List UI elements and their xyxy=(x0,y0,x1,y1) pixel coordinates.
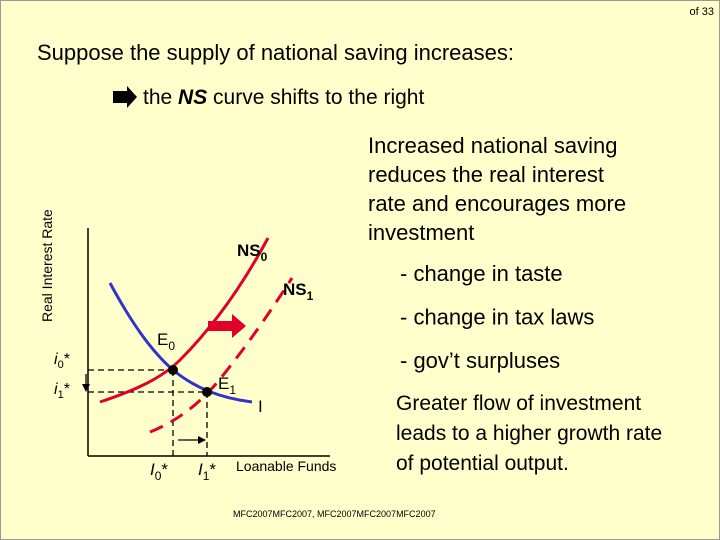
label-star: * xyxy=(64,381,70,398)
label-base: i xyxy=(54,381,58,398)
causes: - change in taste - change in tax laws - g… xyxy=(400,261,594,373)
label-base: i xyxy=(54,351,58,368)
label-base: NS xyxy=(283,280,307,299)
label-base: E xyxy=(218,374,229,393)
conclusion-line: leads to a higher growth rate xyxy=(396,422,662,445)
label-sub: 0 xyxy=(58,359,64,371)
label-star: * xyxy=(161,460,168,479)
page-number: of 33 xyxy=(690,6,714,18)
explanation-line: reduces the real interest xyxy=(368,162,604,187)
label-star: * xyxy=(209,460,216,479)
explanation: Increased national saving reduces the rea… xyxy=(368,133,626,245)
e1-label: E1 xyxy=(218,374,236,397)
label-star: * xyxy=(64,351,70,368)
e0-label: E0 xyxy=(157,330,175,353)
label-sub: 0 xyxy=(261,250,268,264)
label-sub: 1 xyxy=(229,383,236,397)
x-axis-label: Loanable Funds xyxy=(236,458,336,474)
cause-item: - change in taste xyxy=(400,261,563,286)
conclusion-line: of potential output. xyxy=(396,452,569,475)
label-sub: 1 xyxy=(203,469,210,483)
label-sub: 0 xyxy=(168,339,175,353)
label-base: NS xyxy=(237,241,261,260)
arrow-icon xyxy=(113,86,137,108)
I0-label: I0* xyxy=(150,460,168,483)
explanation-line: Increased national saving xyxy=(368,133,618,158)
label-sub: 1 xyxy=(307,289,314,303)
cause-item: - gov’t surpluses xyxy=(400,348,560,373)
subtitle-emphasis: NS xyxy=(178,86,207,109)
cause-item: - change in tax laws xyxy=(400,305,594,330)
label-sub: 0 xyxy=(155,469,162,483)
subtitle-prefix: the xyxy=(143,86,178,109)
i1-label: i1* xyxy=(54,381,70,401)
label-base: I xyxy=(150,460,155,479)
ns0-curve xyxy=(99,237,270,404)
label-base: I xyxy=(198,460,203,479)
label-base: E xyxy=(157,330,168,349)
label-sub: 1 xyxy=(58,389,64,401)
funds-arrowhead xyxy=(198,436,206,444)
title: Suppose the supply of national saving in… xyxy=(37,40,514,65)
shift-arrow xyxy=(208,314,246,338)
explanation-line: investment xyxy=(368,220,474,245)
e0-point xyxy=(168,365,178,375)
e1-point xyxy=(202,387,212,397)
ns1-curve xyxy=(149,277,294,434)
ns0-label: NS0 xyxy=(237,241,268,264)
i0-label: i0* xyxy=(54,351,70,371)
ns1-label: NS1 xyxy=(283,280,314,303)
subtitle: the NS curve shifts to the right xyxy=(143,86,424,109)
y-axis-label: Real Interest Rate xyxy=(39,209,55,322)
subtitle-suffix: curve shifts to the right xyxy=(207,86,424,109)
footer: MFC2007MFC2007, MFC2007MFC2007MFC2007 xyxy=(233,509,436,519)
diagram: Real Interest Rate NS0 NS1 I E0 E1 i0* i… xyxy=(39,209,336,483)
conclusion-line: Greater flow of investment xyxy=(396,392,641,415)
I1-label: I1* xyxy=(198,460,216,483)
investment-label: I xyxy=(258,397,263,416)
explanation-line: rate and encourages more xyxy=(368,191,626,216)
conclusion: Greater flow of investment leads to a hig… xyxy=(396,392,662,475)
rate-arrowhead xyxy=(82,384,90,392)
